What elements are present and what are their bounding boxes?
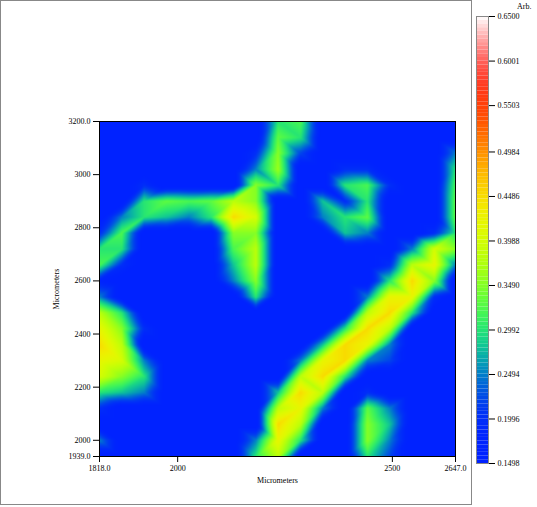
svg-text:3200.0: 3200.0	[69, 117, 91, 126]
svg-text:2647.0: 2647.0	[445, 464, 467, 473]
svg-text:Micrometers: Micrometers	[52, 269, 61, 310]
svg-text:2600: 2600	[75, 276, 91, 285]
svg-text:0.5503: 0.5503	[498, 101, 520, 110]
svg-text:1818.0: 1818.0	[89, 464, 111, 473]
svg-text:0.6500: 0.6500	[498, 12, 520, 21]
svg-text:0.4984: 0.4984	[498, 148, 520, 157]
svg-text:0.3988: 0.3988	[498, 237, 520, 246]
svg-text:0.4486: 0.4486	[498, 192, 520, 201]
svg-text:2400: 2400	[75, 330, 91, 339]
svg-text:0.6001: 0.6001	[498, 57, 520, 66]
svg-text:0.2494: 0.2494	[498, 370, 520, 379]
svg-text:2500: 2500	[384, 464, 400, 473]
svg-text:0.2992: 0.2992	[498, 326, 520, 335]
svg-text:1939.0: 1939.0	[69, 452, 91, 461]
svg-text:3000: 3000	[75, 170, 91, 179]
svg-text:2000: 2000	[170, 464, 186, 473]
svg-text:2000: 2000	[75, 436, 91, 445]
svg-text:0.1498: 0.1498	[498, 459, 520, 468]
svg-text:0.3490: 0.3490	[498, 281, 520, 290]
svg-text:2200: 2200	[75, 383, 91, 392]
svg-text:2800: 2800	[75, 223, 91, 232]
svg-text:Arb.: Arb.	[517, 2, 531, 11]
svg-text:0.1996: 0.1996	[498, 415, 520, 424]
svg-text:Micrometers: Micrometers	[257, 476, 298, 485]
